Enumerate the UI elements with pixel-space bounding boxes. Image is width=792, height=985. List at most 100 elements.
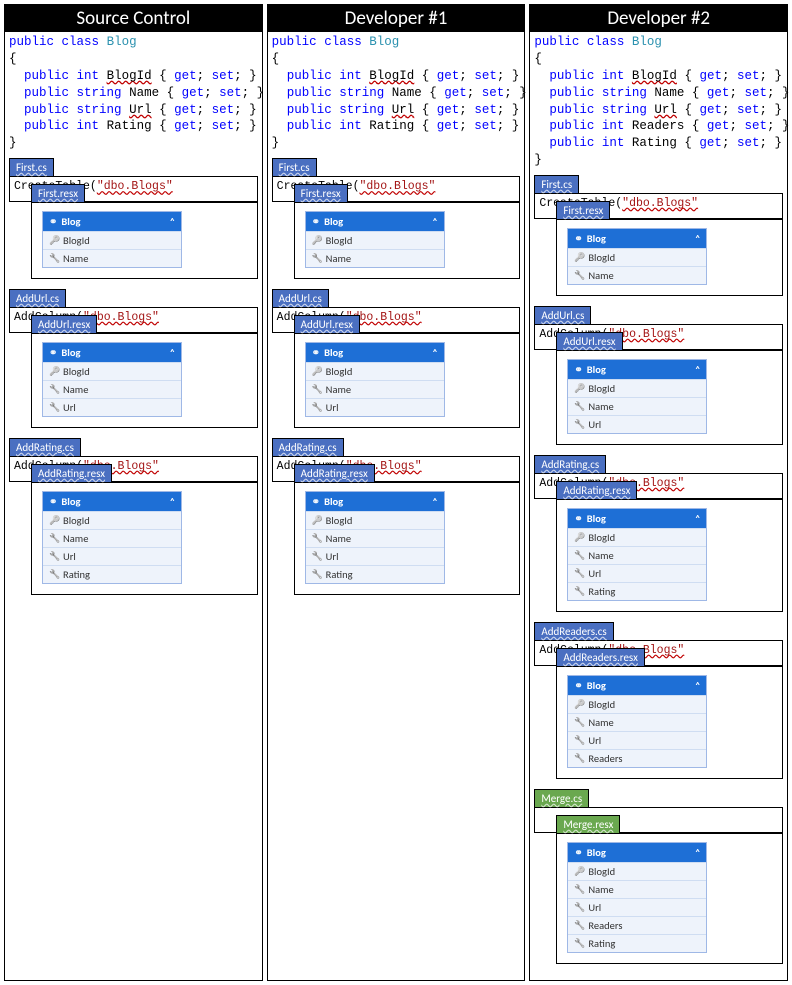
link-icon: ⚭: [312, 495, 320, 508]
table-row[interactable]: 🔧Rating: [568, 934, 706, 952]
wrench-icon: 🔧: [574, 568, 584, 579]
entity-table-header[interactable]: ⚭Blog˄: [43, 343, 181, 362]
entity-table-header[interactable]: ⚭Blog˄: [568, 509, 706, 528]
column-name: Url: [63, 550, 76, 563]
entity-name: Blog: [61, 215, 80, 228]
table-row[interactable]: 🔑BlogId: [43, 231, 181, 249]
resx-file-tab[interactable]: AddReaders.resx: [556, 648, 645, 666]
table-row[interactable]: 🔧 Url: [43, 547, 181, 565]
table-row[interactable]: 🔧Rating: [306, 565, 444, 583]
table-row[interactable]: 🔑BlogId: [568, 248, 706, 266]
resx-file-tab[interactable]: First.resx: [556, 201, 610, 219]
table-row[interactable]: 🔧Url: [306, 547, 444, 565]
table-row[interactable]: 🔑BlogId: [43, 362, 181, 380]
table-row[interactable]: 🔧Rating: [568, 582, 706, 600]
resx-file-tab[interactable]: AddRating.resx: [294, 464, 375, 482]
column-name: Url: [63, 401, 76, 414]
entity-table: ⚭Blog˄🔑BlogId🔧Name🔧Url🔧Readers🔧Rating: [567, 842, 707, 953]
cs-file-tab[interactable]: First.cs: [272, 158, 317, 176]
column-name: BlogId: [326, 514, 353, 527]
migration-item: AddRating.csAddColumn("dbo.Blogs"AddRati…: [534, 455, 783, 612]
entity-table: ⚭Blog˄🔑BlogId🔧Name🔧Url: [305, 342, 445, 417]
cs-file-tab[interactable]: AddReaders.cs: [534, 622, 613, 640]
resx-file-tab[interactable]: First.resx: [31, 184, 85, 202]
resx-file-tab[interactable]: AddUrl.resx: [556, 332, 622, 350]
table-row[interactable]: 🔧Name: [306, 380, 444, 398]
chevron-up-icon: ˄: [432, 495, 437, 508]
table-row[interactable]: 🔧Url: [306, 398, 444, 416]
entity-table-header[interactable]: ⚭Blog˄: [568, 360, 706, 379]
entity-table-header[interactable]: ⚭Blog˄: [43, 492, 181, 511]
chevron-up-icon: ˄: [695, 363, 700, 376]
table-row[interactable]: 🔑BlogId: [43, 511, 181, 529]
table-row[interactable]: 🔧Url: [568, 898, 706, 916]
table-row[interactable]: 🔧Url: [568, 731, 706, 749]
table-row[interactable]: 🔑BlogId: [568, 862, 706, 880]
table-row[interactable]: 🔧Name: [568, 880, 706, 898]
entity-table-header[interactable]: ⚭Blog˄: [43, 212, 181, 231]
entity-name: Blog: [324, 346, 343, 359]
entity-table-header[interactable]: ⚭Blog˄: [306, 212, 444, 231]
column-name: Name: [63, 383, 88, 396]
table-row[interactable]: 🔧Url: [43, 398, 181, 416]
column-name: Name: [326, 532, 351, 545]
table-row[interactable]: 🔑BlogId: [306, 362, 444, 380]
resx-file-tab[interactable]: Merge.resx: [556, 815, 620, 833]
column-1: Developer #1public class Blog { public i…: [267, 4, 526, 981]
table-row[interactable]: 🔧Name: [43, 249, 181, 267]
cs-file-tab[interactable]: First.cs: [534, 175, 579, 193]
entity-table: ⚭Blog˄🔑BlogId🔧Name🔧Url: [567, 359, 707, 434]
cs-file-tab[interactable]: Merge.cs: [534, 789, 589, 807]
entity-name: Blog: [61, 346, 80, 359]
resx-file-tab[interactable]: AddUrl.resx: [294, 315, 360, 333]
resx-file-tab[interactable]: First.resx: [294, 184, 348, 202]
resx-file-tab[interactable]: AddUrl.resx: [31, 315, 97, 333]
table-row[interactable]: 🔑BlogId: [306, 511, 444, 529]
column-name: Readers: [588, 919, 622, 932]
resx-file-body: ⚭Blog˄🔑BlogId🔧Name🔧Url: [31, 333, 258, 428]
column-name: Name: [63, 252, 88, 265]
resx-file-tab[interactable]: AddRating.resx: [556, 481, 637, 499]
entity-table: ⚭Blog˄🔑BlogId🔧Name: [42, 211, 182, 268]
table-row[interactable]: 🔧Readers: [568, 749, 706, 767]
wrench-icon: 🔧: [574, 586, 584, 597]
cs-file-tab[interactable]: AddRating.cs: [9, 438, 81, 456]
column-name: Url: [588, 418, 601, 431]
table-row[interactable]: 🔑BlogId: [306, 231, 444, 249]
table-row[interactable]: 🔧Name: [306, 529, 444, 547]
table-row[interactable]: 🔧Rating: [43, 565, 181, 583]
table-row[interactable]: 🔑BlogId: [568, 695, 706, 713]
cs-file-tab[interactable]: First.cs: [9, 158, 54, 176]
cs-file-tab[interactable]: AddUrl.cs: [272, 289, 329, 307]
table-row[interactable]: 🔧Name: [306, 249, 444, 267]
table-row[interactable]: 🔑BlogId: [568, 379, 706, 397]
resx-file-tab[interactable]: AddRating.resx: [31, 464, 112, 482]
table-row[interactable]: 🔧Name: [568, 546, 706, 564]
entity-table-header[interactable]: ⚭Blog˄: [568, 843, 706, 862]
column-name: BlogId: [588, 698, 615, 711]
key-icon: 🔑: [312, 235, 322, 246]
wrench-icon: 🔧: [574, 717, 584, 728]
cs-file-tab[interactable]: AddUrl.cs: [9, 289, 66, 307]
entity-table-header[interactable]: ⚭Blog˄: [568, 229, 706, 248]
table-row[interactable]: 🔧Name: [568, 713, 706, 731]
cs-file-tab[interactable]: AddRating.cs: [534, 455, 606, 473]
table-row[interactable]: 🔑BlogId: [568, 528, 706, 546]
link-icon: ⚭: [574, 679, 582, 692]
table-row[interactable]: 🔧Name: [43, 380, 181, 398]
table-row[interactable]: 🔧Name: [43, 529, 181, 547]
wrench-icon: 🔧: [49, 551, 59, 562]
entity-table-header[interactable]: ⚭Blog˄: [306, 343, 444, 362]
table-row[interactable]: 🔧Name: [568, 397, 706, 415]
entity-table: ⚭Blog˄🔑BlogId🔧Name 🔧 Url 🔧Rating: [42, 491, 182, 584]
table-row[interactable]: 🔧Url: [568, 564, 706, 582]
entity-table-header[interactable]: ⚭Blog˄: [568, 676, 706, 695]
cs-file-tab[interactable]: AddRating.cs: [272, 438, 344, 456]
entity-table-header[interactable]: ⚭Blog˄: [306, 492, 444, 511]
column-name: Name: [588, 400, 613, 413]
table-row[interactable]: 🔧Readers: [568, 916, 706, 934]
wrench-icon: 🔧: [312, 384, 322, 395]
table-row[interactable]: 🔧Url: [568, 415, 706, 433]
table-row[interactable]: 🔧Name: [568, 266, 706, 284]
cs-file-tab[interactable]: AddUrl.cs: [534, 306, 591, 324]
